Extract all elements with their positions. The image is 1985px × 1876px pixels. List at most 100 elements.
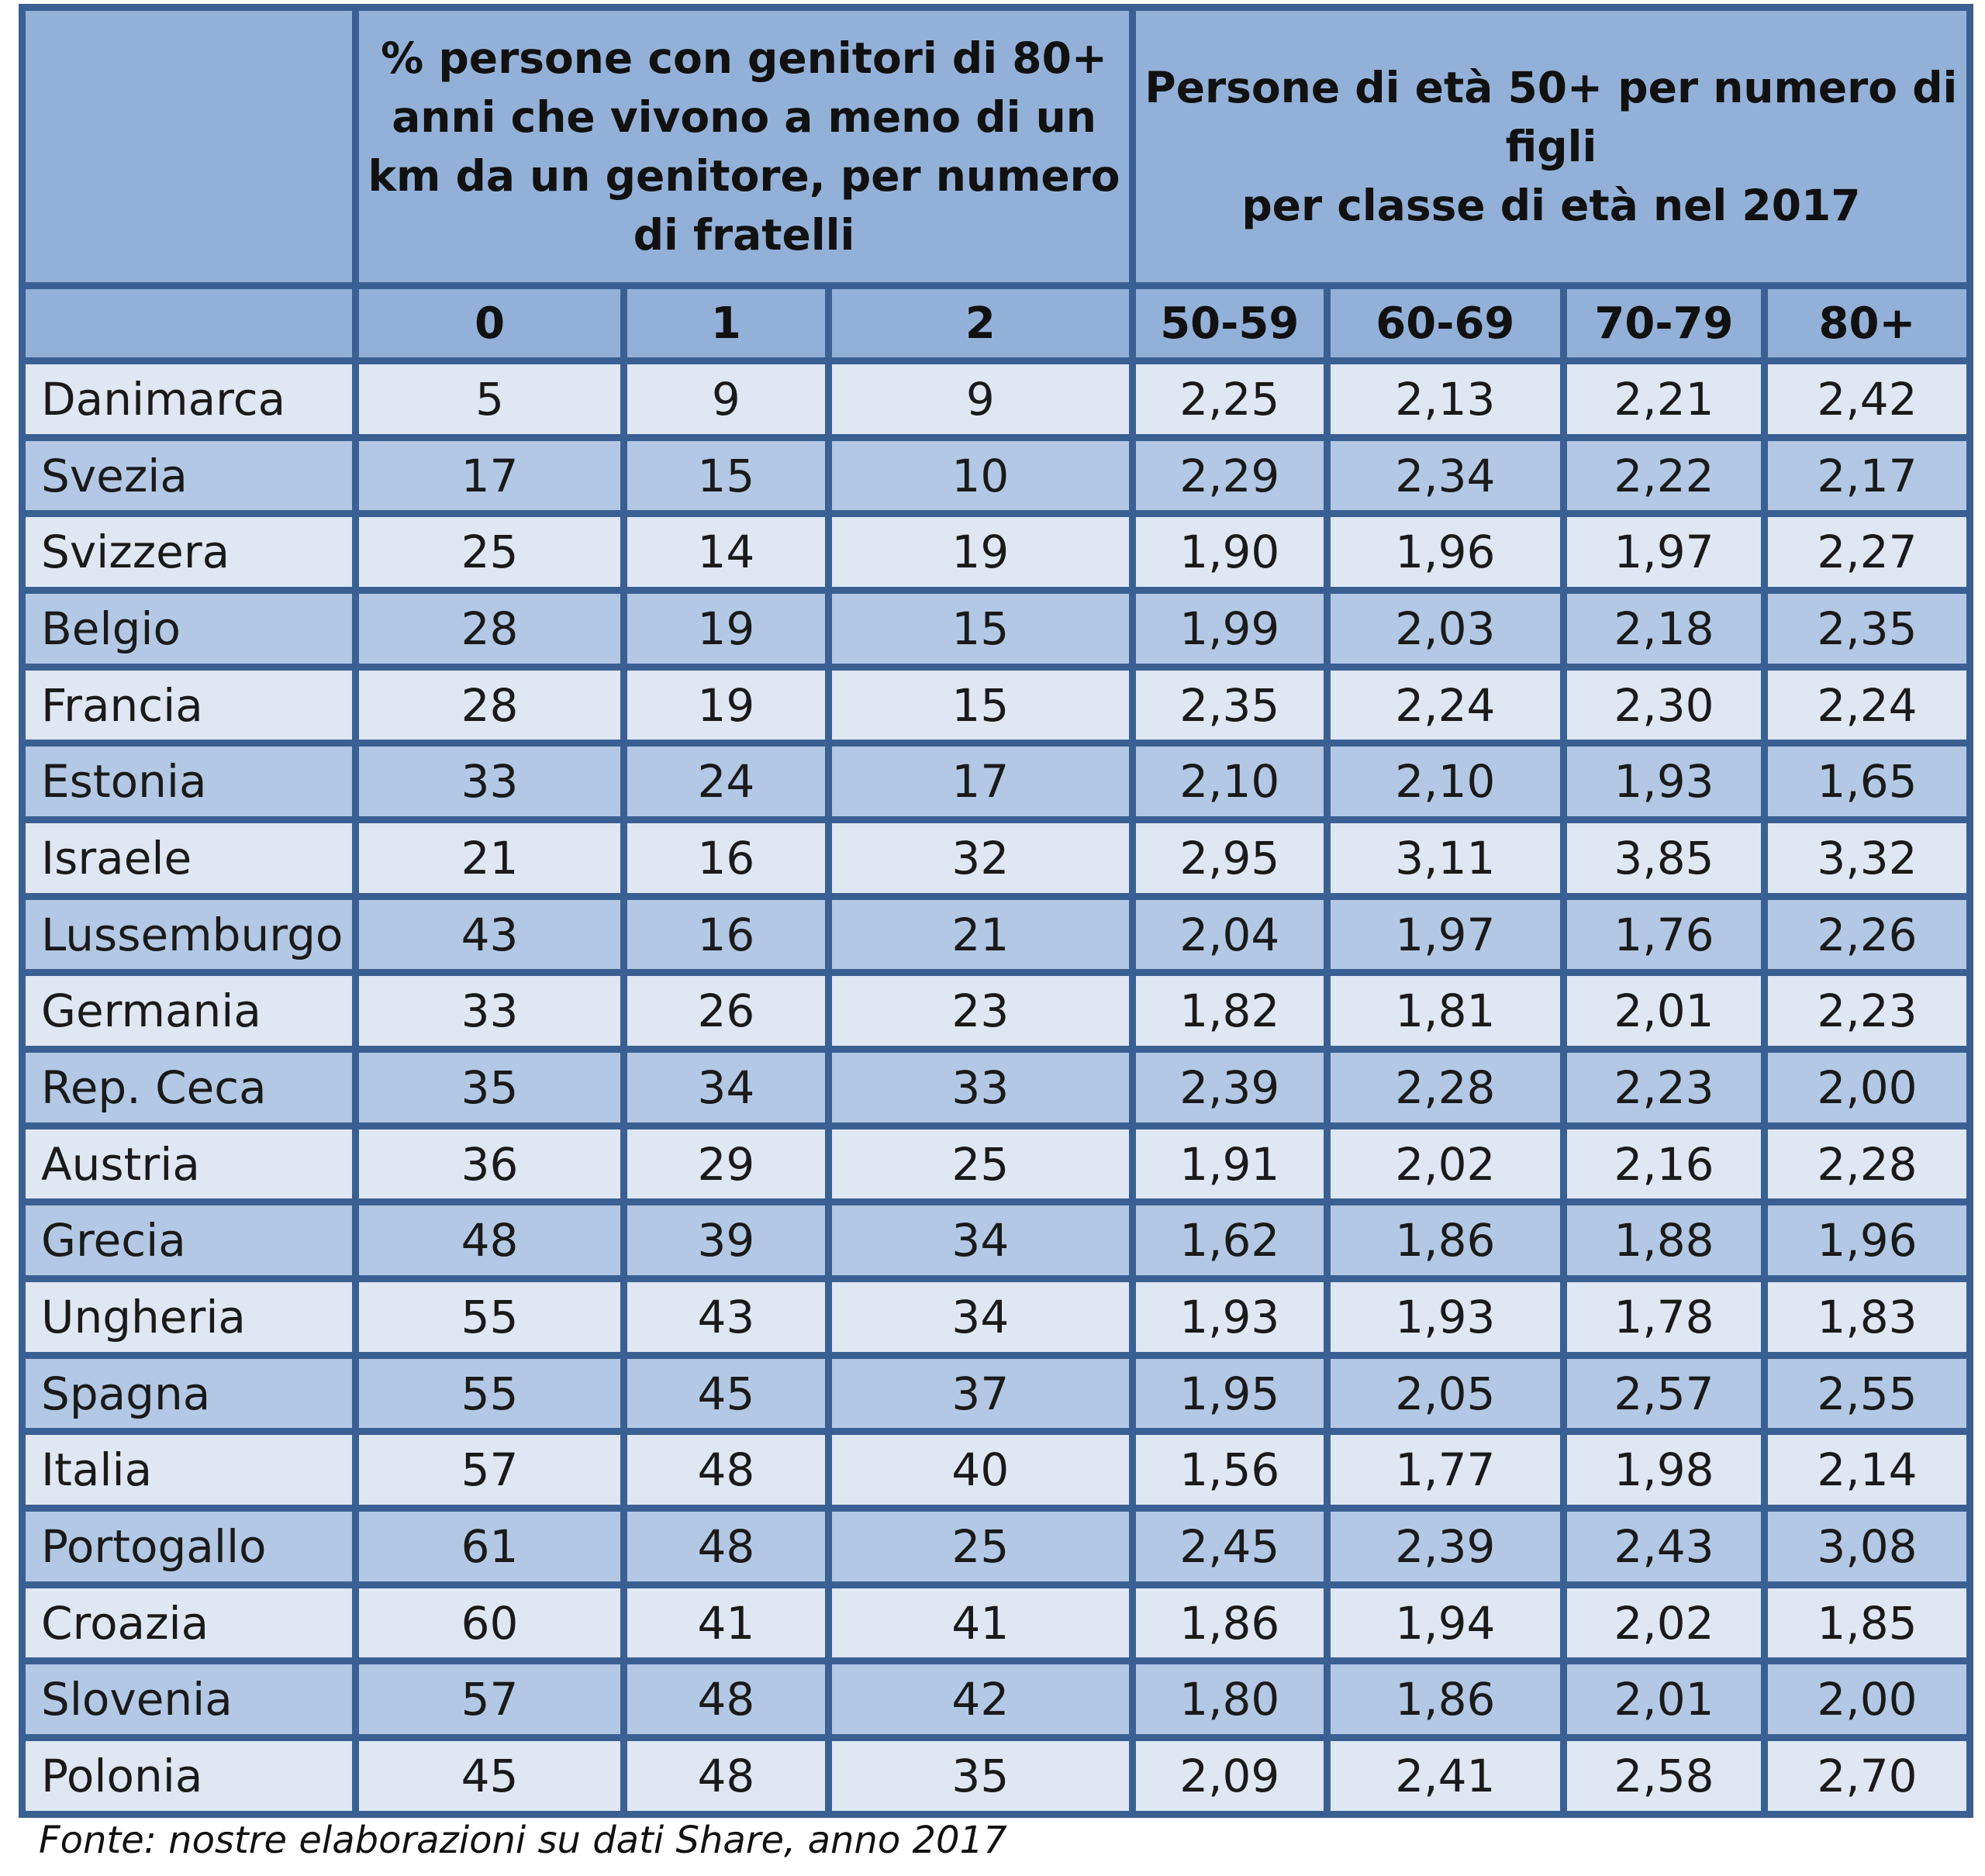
column-header: 70-79 bbox=[1567, 289, 1761, 357]
value-cell: 41 bbox=[627, 1588, 825, 1658]
value-cell: 19 bbox=[627, 670, 825, 740]
value-cell: 2,02 bbox=[1330, 1129, 1560, 1199]
value-cell: 48 bbox=[627, 1435, 825, 1505]
value-cell: 3,32 bbox=[1767, 823, 1966, 893]
value-cell: 15 bbox=[831, 670, 1129, 740]
value-cell: 40 bbox=[831, 1435, 1129, 1505]
country-cell: Portogallo bbox=[26, 1512, 353, 1581]
value-cell: 2,95 bbox=[1135, 823, 1324, 893]
group1-header-line: km da un genitore, per numero bbox=[368, 151, 1120, 201]
value-cell: 23 bbox=[831, 976, 1129, 1047]
country-cell: Polonia bbox=[26, 1741, 353, 1811]
country-cell: Belgio bbox=[26, 594, 353, 664]
table-row: Polonia 45 48 35 2,09 2,41 2,58 2,70 bbox=[26, 1741, 1966, 1811]
value-cell: 2,41 bbox=[1330, 1741, 1560, 1811]
value-cell: 2,39 bbox=[1330, 1512, 1560, 1581]
group2-header-line: Persone di età 50+ per numero di bbox=[1144, 63, 1958, 112]
value-cell: 28 bbox=[359, 670, 620, 740]
value-cell: 2,27 bbox=[1767, 517, 1966, 588]
table-row: Italia 57 48 40 1,56 1,77 1,98 2,14 bbox=[26, 1435, 1966, 1505]
value-cell: 1,81 bbox=[1330, 976, 1560, 1047]
value-cell: 2,10 bbox=[1330, 747, 1560, 817]
country-cell: Svizzera bbox=[26, 517, 353, 588]
value-cell: 2,55 bbox=[1767, 1358, 1966, 1429]
country-cell: Croazia bbox=[26, 1588, 353, 1658]
value-cell: 2,02 bbox=[1567, 1588, 1761, 1658]
table-row: Austria 36 29 25 1,91 2,02 2,16 2,28 bbox=[26, 1129, 1966, 1199]
value-cell: 1,97 bbox=[1330, 899, 1560, 970]
group2-header-line: figli bbox=[1505, 122, 1597, 171]
value-cell: 25 bbox=[359, 517, 620, 588]
value-cell: 19 bbox=[627, 594, 825, 664]
value-cell: 34 bbox=[831, 1205, 1129, 1276]
value-cell: 16 bbox=[627, 823, 825, 893]
value-cell: 1,98 bbox=[1567, 1435, 1761, 1505]
value-cell: 2,35 bbox=[1767, 594, 1966, 664]
value-cell: 1,93 bbox=[1135, 1282, 1324, 1352]
value-cell: 14 bbox=[627, 517, 825, 588]
value-cell: 1,99 bbox=[1135, 594, 1324, 664]
value-cell: 29 bbox=[627, 1129, 825, 1199]
value-cell: 2,28 bbox=[1767, 1129, 1966, 1199]
table-row: Rep. Ceca 35 34 33 2,39 2,28 2,23 2,00 bbox=[26, 1053, 1966, 1122]
value-cell: 2,21 bbox=[1567, 364, 1761, 434]
value-cell: 9 bbox=[831, 364, 1129, 434]
value-cell: 2,24 bbox=[1330, 670, 1560, 740]
value-cell: 25 bbox=[831, 1512, 1129, 1581]
table-row: Svezia 17 15 10 2,29 2,34 2,22 2,17 bbox=[26, 440, 1966, 511]
value-cell: 1,78 bbox=[1567, 1282, 1761, 1352]
column-header: 80+ bbox=[1767, 289, 1966, 357]
group1-header: % persone con genitori di 80+ anni che v… bbox=[359, 11, 1129, 282]
value-cell: 1,80 bbox=[1135, 1664, 1324, 1735]
value-cell: 3,08 bbox=[1767, 1512, 1966, 1581]
value-cell: 2,28 bbox=[1330, 1053, 1560, 1122]
value-cell: 16 bbox=[627, 899, 825, 970]
value-cell: 2,17 bbox=[1767, 440, 1966, 511]
value-cell: 1,56 bbox=[1135, 1435, 1324, 1505]
table-body: Danimarca 5 9 9 2,25 2,13 2,21 2,42 Svezia 17 15 10… bbox=[26, 364, 1966, 1811]
value-cell: 1,94 bbox=[1330, 1588, 1560, 1658]
value-cell: 2,10 bbox=[1135, 747, 1324, 817]
table-row: Grecia 48 39 34 1,62 1,86 1,88 1,96 bbox=[26, 1205, 1966, 1276]
value-cell: 2,26 bbox=[1767, 899, 1966, 970]
country-cell: Austria bbox=[26, 1129, 353, 1199]
country-cell: Lussemburgo bbox=[26, 899, 353, 970]
source-note: Fonte: nostre elaborazioni su dati Share… bbox=[39, 1819, 1007, 1862]
column-header: 50-59 bbox=[1135, 289, 1324, 357]
value-cell: 34 bbox=[627, 1053, 825, 1122]
value-cell: 25 bbox=[831, 1129, 1129, 1199]
value-cell: 2,25 bbox=[1135, 364, 1324, 434]
table-row: Ungheria 55 43 34 1,93 1,93 1,78 1,83 bbox=[26, 1282, 1966, 1352]
table-row: Portogallo 61 48 25 2,45 2,39 2,43 3,08 bbox=[26, 1512, 1966, 1581]
group2-header: Persone di età 50+ per numero di figli p… bbox=[1135, 11, 1966, 282]
value-cell: 2,35 bbox=[1135, 670, 1324, 740]
value-cell: 33 bbox=[359, 976, 620, 1047]
group2-header-line: per classe di età nel 2017 bbox=[1241, 181, 1861, 230]
column-header: 1 bbox=[627, 289, 825, 357]
value-cell: 36 bbox=[359, 1129, 620, 1199]
value-cell: 19 bbox=[831, 517, 1129, 588]
value-cell: 1,85 bbox=[1767, 1588, 1966, 1658]
value-cell: 2,18 bbox=[1567, 594, 1761, 664]
value-cell: 10 bbox=[831, 440, 1129, 511]
value-cell: 1,82 bbox=[1135, 976, 1324, 1047]
country-cell: Rep. Ceca bbox=[26, 1053, 353, 1122]
group-header-row: % persone con genitori di 80+ anni che v… bbox=[26, 11, 1966, 282]
value-cell: 2,42 bbox=[1767, 364, 1966, 434]
value-cell: 42 bbox=[831, 1664, 1129, 1735]
value-cell: 2,58 bbox=[1567, 1741, 1761, 1811]
country-cell: Germania bbox=[26, 976, 353, 1047]
corner-cell bbox=[26, 289, 353, 357]
value-cell: 33 bbox=[359, 747, 620, 817]
value-cell: 2,00 bbox=[1767, 1664, 1966, 1735]
value-cell: 39 bbox=[627, 1205, 825, 1276]
value-cell: 2,03 bbox=[1330, 594, 1560, 664]
corner-cell bbox=[26, 11, 353, 282]
value-cell: 2,57 bbox=[1567, 1358, 1761, 1429]
value-cell: 2,22 bbox=[1567, 440, 1761, 511]
value-cell: 2,16 bbox=[1567, 1129, 1761, 1199]
value-cell: 33 bbox=[831, 1053, 1129, 1122]
country-cell: Grecia bbox=[26, 1205, 353, 1276]
table-row: Croazia 60 41 41 1,86 1,94 2,02 1,85 bbox=[26, 1588, 1966, 1658]
value-cell: 1,77 bbox=[1330, 1435, 1560, 1505]
